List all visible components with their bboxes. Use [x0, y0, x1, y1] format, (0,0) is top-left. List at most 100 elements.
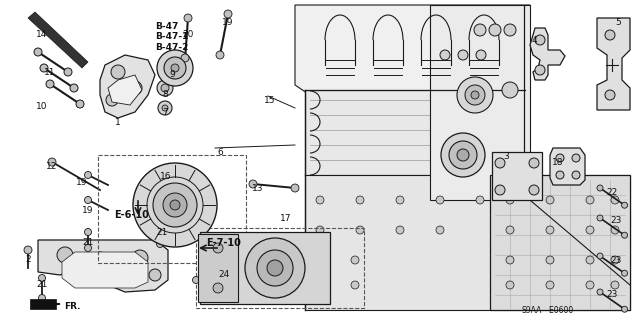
- Circle shape: [84, 172, 92, 179]
- Circle shape: [535, 35, 545, 45]
- Text: 2: 2: [25, 255, 31, 264]
- Circle shape: [506, 226, 514, 234]
- Circle shape: [351, 256, 359, 264]
- Circle shape: [572, 154, 580, 162]
- Text: 7: 7: [162, 108, 168, 117]
- Polygon shape: [100, 55, 155, 118]
- Polygon shape: [490, 175, 630, 310]
- Text: 19: 19: [222, 18, 234, 27]
- Circle shape: [458, 50, 468, 60]
- Text: 20: 20: [182, 30, 194, 39]
- Circle shape: [621, 202, 628, 208]
- Circle shape: [436, 226, 444, 234]
- Circle shape: [34, 48, 42, 56]
- Circle shape: [291, 184, 299, 192]
- Circle shape: [224, 10, 232, 18]
- Circle shape: [92, 252, 108, 268]
- Text: 5: 5: [615, 18, 621, 27]
- Circle shape: [149, 269, 161, 281]
- Circle shape: [597, 215, 603, 221]
- Text: 9: 9: [169, 70, 175, 79]
- Bar: [198, 234, 238, 302]
- Circle shape: [84, 197, 92, 204]
- Text: 17: 17: [280, 214, 292, 223]
- Circle shape: [356, 226, 364, 234]
- Circle shape: [46, 80, 54, 88]
- Text: 10: 10: [36, 102, 48, 111]
- Text: 16: 16: [160, 172, 172, 181]
- Circle shape: [436, 196, 444, 204]
- Text: 23: 23: [606, 290, 618, 299]
- Text: 13: 13: [252, 184, 264, 193]
- Circle shape: [621, 232, 628, 238]
- Circle shape: [506, 196, 514, 204]
- Circle shape: [163, 193, 187, 217]
- Circle shape: [586, 256, 594, 264]
- Circle shape: [157, 50, 193, 86]
- Bar: [196, 228, 364, 308]
- Circle shape: [157, 80, 173, 96]
- Circle shape: [84, 228, 92, 235]
- Circle shape: [471, 91, 479, 99]
- Text: E-6-10: E-6-10: [115, 210, 149, 220]
- Circle shape: [465, 85, 485, 105]
- Circle shape: [546, 256, 554, 264]
- Text: 3: 3: [503, 152, 509, 161]
- Circle shape: [311, 256, 319, 264]
- Polygon shape: [108, 75, 142, 105]
- Circle shape: [153, 183, 197, 227]
- Circle shape: [546, 196, 554, 204]
- Text: 21: 21: [83, 238, 93, 247]
- Circle shape: [38, 294, 45, 301]
- Circle shape: [441, 133, 485, 177]
- Circle shape: [506, 256, 514, 264]
- Bar: [98, 155, 246, 263]
- Circle shape: [158, 101, 172, 115]
- Circle shape: [76, 100, 84, 108]
- Circle shape: [457, 149, 469, 161]
- Circle shape: [611, 226, 619, 234]
- Polygon shape: [30, 299, 56, 309]
- Text: 23: 23: [611, 216, 621, 225]
- Circle shape: [24, 246, 32, 254]
- Text: 22: 22: [606, 188, 618, 197]
- Polygon shape: [430, 5, 530, 200]
- Polygon shape: [62, 252, 148, 288]
- Circle shape: [133, 163, 217, 247]
- Circle shape: [170, 200, 180, 210]
- Circle shape: [586, 196, 594, 204]
- Bar: [200, 232, 330, 304]
- Polygon shape: [28, 12, 88, 68]
- Text: B-47
B-47-1
B-47-2: B-47 B-47-1 B-47-2: [155, 22, 188, 52]
- Circle shape: [64, 68, 72, 76]
- Circle shape: [162, 105, 168, 111]
- Circle shape: [159, 225, 166, 232]
- Circle shape: [106, 94, 118, 106]
- Circle shape: [184, 14, 192, 22]
- Circle shape: [351, 281, 359, 289]
- Text: 11: 11: [44, 68, 56, 77]
- Circle shape: [611, 256, 619, 264]
- Circle shape: [535, 65, 545, 75]
- Polygon shape: [305, 90, 525, 175]
- Circle shape: [476, 50, 486, 60]
- Polygon shape: [305, 175, 630, 310]
- Text: 19: 19: [76, 178, 88, 187]
- Circle shape: [84, 244, 92, 251]
- Polygon shape: [492, 152, 542, 200]
- Text: 21: 21: [36, 280, 48, 289]
- Circle shape: [181, 54, 189, 62]
- Circle shape: [48, 158, 56, 166]
- Circle shape: [128, 81, 142, 95]
- Circle shape: [457, 77, 493, 113]
- Circle shape: [504, 24, 516, 36]
- Polygon shape: [295, 5, 530, 120]
- Circle shape: [546, 281, 554, 289]
- Circle shape: [605, 30, 615, 40]
- Circle shape: [193, 277, 200, 284]
- Circle shape: [111, 65, 125, 79]
- Circle shape: [572, 171, 580, 179]
- Circle shape: [489, 24, 501, 36]
- Circle shape: [70, 84, 78, 92]
- Circle shape: [57, 247, 73, 263]
